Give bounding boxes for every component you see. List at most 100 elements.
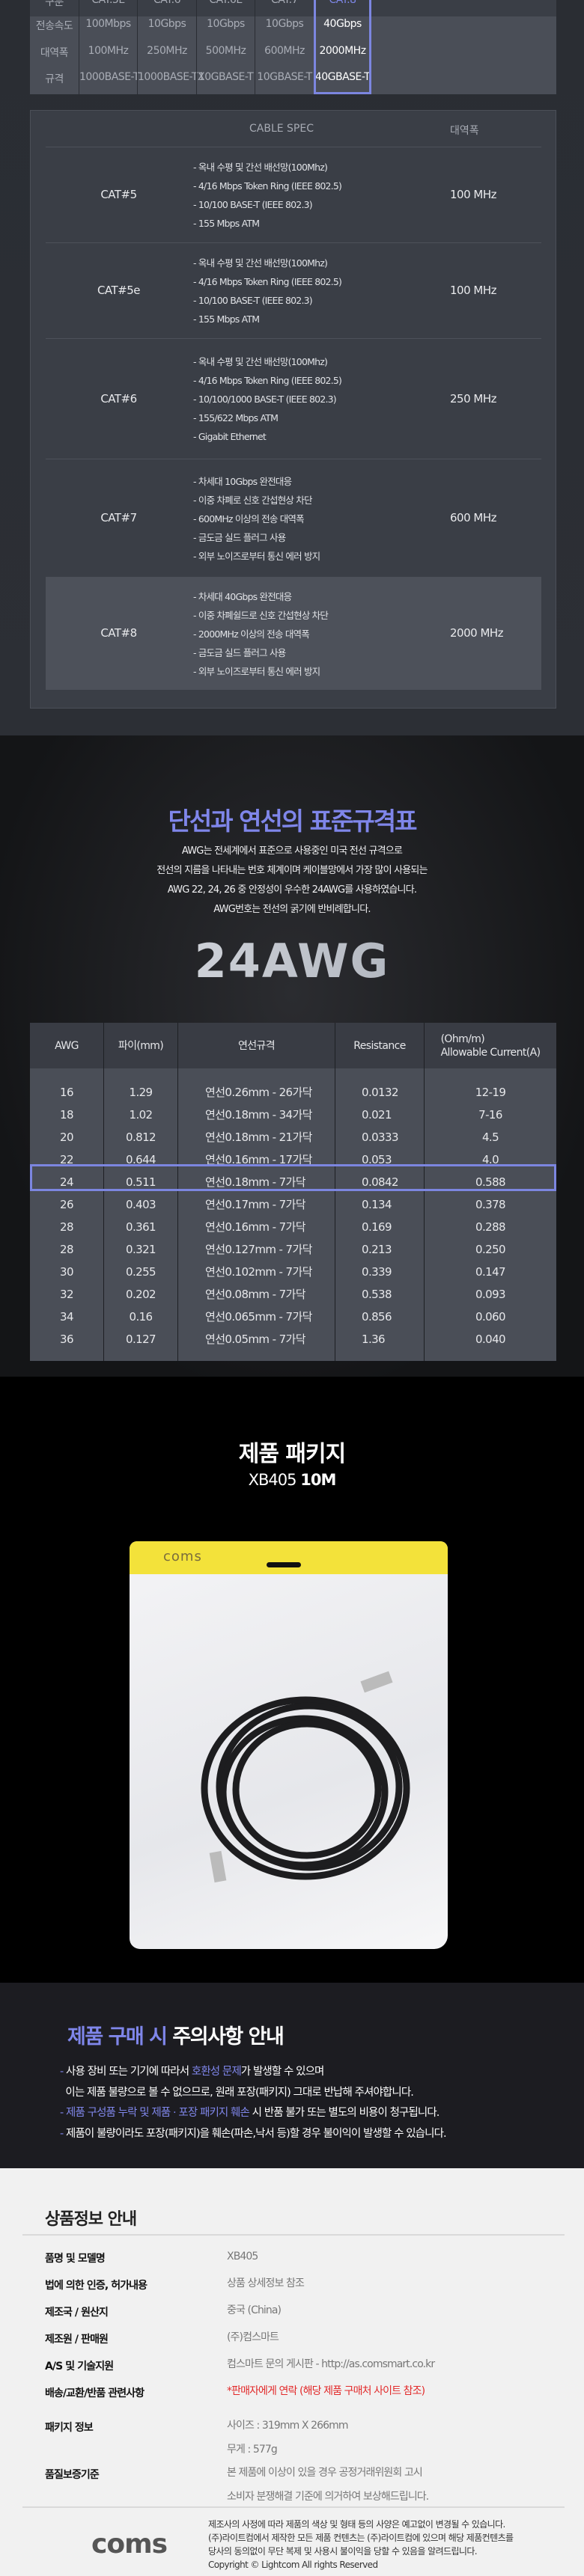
spec-line: - 금도금 실드 플러그 사용 — [193, 646, 286, 658]
table-cell: 0.202 — [126, 1288, 156, 1301]
table-cell: 0.339 — [362, 1265, 392, 1279]
spec-line: - 4/16 Mbps Token Ring (IEEE 802.5) — [193, 276, 342, 287]
table-cell: 연선0.16mm - 7가닥 — [205, 1220, 306, 1234]
spec-line: - 10/100 BASE-T (IEEE 802.3) — [193, 295, 313, 306]
notice-text: 사용 장비 또는 기기에 따라서 — [66, 2066, 192, 2078]
spec-line: - 155 Mbps ATM — [193, 313, 260, 325]
spec-row: CAT#5 - 옥내 수평 및 간선 배선망(100Mhz) - 4/16 Mbps… — [46, 147, 541, 243]
info-value: 사이즈 : 319mm X 266mm 무게 : 577g — [227, 2414, 349, 2462]
cell-bandwidth: 600MHz — [264, 45, 305, 57]
cable-length: 10M — [300, 1471, 336, 1489]
table-cell: 34 — [60, 1310, 73, 1324]
cell-bandwidth: 100MHz — [88, 45, 129, 57]
spec-line: - 차세대 40Gbps 완전대응 — [193, 590, 292, 602]
spec-row: CAT#6 - 옥내 수평 및 간선 배선망(100Mhz) - 4/16 Mbps… — [46, 339, 541, 459]
table-cell: 0.0333 — [362, 1131, 398, 1144]
cell-speed: 전송속도 — [35, 20, 73, 32]
column-header: (Ohm/m) Allowable Current(A) — [425, 1023, 556, 1068]
awg24-highlight-frame — [30, 1164, 556, 1191]
spec-header-row: CABLE SPEC 대역폭 — [46, 111, 541, 147]
spec-line: - 옥내 수평 및 간선 배선망(100Mhz) — [193, 257, 328, 269]
notice-item: 이는 제품 불량으로 볼 수 없으므로, 원래 포장(패키지) 그대로 반납해 … — [60, 2083, 446, 2104]
column-cat5e: CAT.5E 100Mbps 100MHz 1000BASE-T — [79, 0, 139, 94]
table-cell: 연선0.05mm - 7가닥 — [205, 1333, 306, 1346]
cell-header: CAT.6 — [153, 0, 181, 6]
table-cell: 0.021 — [362, 1108, 392, 1122]
info-value: 중국 (China) — [227, 2298, 282, 2322]
table-cell: 0.040 — [475, 1333, 506, 1346]
table-cell: 연선0.08mm - 7가닥 — [205, 1288, 306, 1301]
cell-speed: 10Gbps — [147, 18, 186, 30]
description-line: AWG번호는 전선의 굵기에 반비례합니다. — [213, 904, 371, 915]
info-value-line: XB405 — [227, 2251, 258, 2263]
package-subtitle: XB405 10M — [0, 1471, 584, 1489]
table-cell: 0.538 — [362, 1288, 392, 1301]
info-value-line: 무게 : 577g — [227, 2444, 278, 2456]
table-cell: 4.0 — [481, 1153, 499, 1166]
divider — [22, 2506, 565, 2508]
table-cell: 1.29 — [129, 1086, 153, 1099]
cable-spec-section: 구분 전송속도 대역폭 규격 CAT.5E 100Mbps 100MHz 1000BASE-T… — [0, 0, 584, 735]
awg-column: Resistance 0.0132 0.021 0.0333 0.053 0.0842 0.… — [335, 1023, 424, 1361]
coiled-cable-icon — [201, 1671, 410, 1883]
spec-row: CAT#8 - 차세대 40Gbps 완전대응 - 이중 차폐쉴드로 신호 간섭현상… — [46, 578, 541, 690]
table-cell: 연선0.065mm - 7가닥 — [205, 1310, 312, 1324]
notice-title-highlight: 제품 구매 시 — [67, 2025, 168, 2049]
awg-table-header — [30, 1023, 556, 1068]
table-cell: 0.127 — [126, 1333, 156, 1346]
awg-column: AWG 16 18 20 22 24 26 28 28 30 32 34 36 — [30, 1023, 103, 1361]
cell-speed: 10Gbps — [207, 18, 245, 30]
table-cell: 연선0.102mm - 7가닥 — [205, 1265, 312, 1279]
notice-list: - 사용 장비 또는 기기에 따라서 호환성 문제가 발생할 수 있으며 이는 … — [60, 2062, 447, 2145]
bandwidth-value: 600 MHz — [450, 511, 497, 524]
table-cell: 0.16 — [129, 1310, 153, 1324]
table-cell: 0.812 — [126, 1131, 156, 1144]
cell-standard: 규격 — [45, 73, 64, 85]
spec-line: - 옥내 수평 및 간선 배선망(100Mhz) — [193, 162, 328, 173]
info-value-line: 상품 상세정보 참조 — [227, 2277, 305, 2289]
table-cell: 0.0132 — [362, 1086, 398, 1099]
info-label: 제조원 / 판매원 — [45, 2334, 109, 2346]
info-value: *판매자에게 연락 (해당 제품 구매처 사이트 참조) — [227, 2379, 425, 2403]
cell-speed: 10Gbps — [265, 18, 304, 30]
info-label: 품질보증기준 — [45, 2469, 100, 2481]
column-header: 연선규격 — [178, 1023, 335, 1068]
table-cell: 0.321 — [126, 1243, 156, 1256]
cell-bandwidth: 대역폭 — [40, 47, 69, 59]
table-cell: 0.361 — [126, 1220, 156, 1234]
table-cell: 연선0.26mm - 26가닥 — [205, 1086, 312, 1099]
footer-line: 제조사의 사정에 따라 제품의 색상 및 형태 등의 사양은 예고없이 변경될 … — [208, 2519, 505, 2530]
notice-text: 제품이 불량이라도 포장(패키지)을 훼손(파손,낙서 등)할 경우 불이익이 … — [66, 2127, 447, 2140]
table-cell: 0.147 — [475, 1265, 506, 1279]
bullet-dash: - — [60, 2066, 67, 2078]
cell-speed: 100Mbps — [85, 18, 131, 30]
bullet-dash: - — [60, 2107, 67, 2119]
table-header-row — [30, 0, 556, 16]
cell-standard: 10GBASE-T — [257, 71, 312, 83]
info-value: (주)컴스마트 — [227, 2325, 279, 2349]
info-value-line: 중국 (China) — [227, 2304, 282, 2316]
table-cell: 18 — [60, 1108, 73, 1122]
copyright: Copyright © Lightcom All rights Reserved — [208, 2560, 378, 2570]
column-cat6e: CAT.6E 10Gbps 500MHz 10GBASE-T — [196, 0, 255, 94]
spec-line: - 600MHz 이상의 전송 대역폭 — [193, 513, 305, 524]
table-cell: 24 — [60, 1175, 73, 1189]
header-cable-spec: CABLE SPEC — [249, 123, 314, 135]
cable-category: CAT#7 — [100, 511, 137, 524]
table-cell: 0.403 — [126, 1198, 156, 1211]
cell-standard: 1000BASE-TX — [138, 71, 204, 83]
table-cell: 0.511 — [126, 1175, 156, 1189]
notice-text: 가 발생할 수 있으며 — [240, 2066, 325, 2078]
product-info-title: 상품정보 안내 — [45, 2210, 137, 2229]
table-cell: 32 — [60, 1288, 73, 1301]
bandwidth-value: 250 MHz — [450, 391, 497, 406]
table-cell: 20 — [60, 1131, 73, 1144]
header-bandwidth: 대역폭 — [450, 125, 479, 137]
table-cell: 1.36 — [362, 1333, 386, 1346]
info-label: 패키지 정보 — [45, 2422, 94, 2434]
header-text: 연선규격 — [237, 1039, 276, 1052]
notice-text: 시 반품 불가 또는 별도의 비용이 청구됩니다. — [249, 2107, 440, 2119]
spec-line: - 10/100 BASE-T (IEEE 802.3) — [193, 199, 313, 210]
package-section: 제품 패키지 XB405 10M coms — [0, 1377, 584, 1983]
notice-item: - 제품이 불량이라도 포장(패키지)을 훼손(파손,낙서 등)할 경우 불이익… — [60, 2124, 447, 2145]
